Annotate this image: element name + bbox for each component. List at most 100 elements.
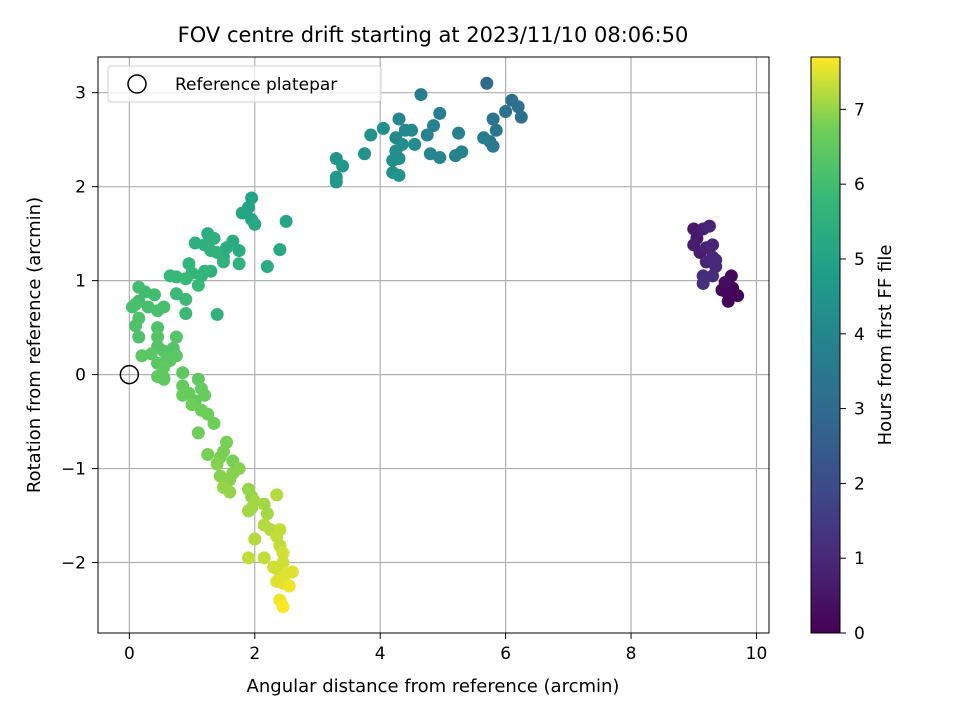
data-point: [486, 112, 500, 126]
data-point: [223, 485, 237, 499]
data-point: [480, 76, 494, 90]
data-point: [336, 159, 350, 173]
data-point: [706, 269, 720, 283]
colorbar-tick-label: 4: [854, 325, 865, 345]
data-point: [151, 304, 165, 318]
data-point: [151, 330, 165, 344]
data-point: [232, 257, 246, 271]
data-point: [329, 175, 343, 189]
data-points: [125, 76, 745, 614]
data-point: [169, 330, 183, 344]
data-point: [718, 276, 732, 290]
data-point: [405, 123, 419, 137]
data-point: [191, 278, 205, 292]
data-point: [276, 600, 290, 614]
data-point: [248, 217, 262, 231]
data-point: [216, 255, 230, 269]
data-point: [207, 416, 221, 430]
colorbar-tick-label: 3: [854, 400, 865, 420]
colorbar-tick-label: 6: [854, 175, 865, 195]
data-point: [242, 504, 256, 518]
data-point: [273, 243, 287, 257]
data-point: [433, 106, 447, 120]
x-axis-label: Angular distance from reference (arcmin): [247, 676, 620, 697]
colorbar-tick-label: 7: [854, 100, 865, 120]
y-axis-label: Rotation from reference (arcmin): [24, 197, 45, 493]
data-point: [210, 307, 224, 321]
data-point: [448, 149, 462, 163]
legend-box: [107, 65, 382, 103]
data-point: [185, 398, 199, 412]
data-point: [477, 131, 491, 145]
data-point: [157, 370, 171, 384]
data-point: [511, 100, 525, 114]
data-point: [242, 551, 256, 565]
data-point: [210, 245, 224, 259]
x-axis-ticks: 0 2 4 6 8 10: [124, 633, 767, 664]
legend: Reference platepar: [107, 65, 382, 103]
y-tick-label: 3: [75, 84, 86, 104]
data-point: [235, 206, 249, 220]
data-point: [364, 128, 378, 142]
data-point: [702, 219, 716, 233]
data-point: [191, 426, 205, 440]
data-point: [248, 532, 262, 546]
data-point: [414, 88, 428, 102]
data-point: [260, 260, 274, 274]
colorbar-tick-label: 2: [854, 474, 865, 494]
data-point: [179, 307, 193, 321]
data-point: [135, 349, 149, 363]
data-point: [499, 104, 513, 118]
data-point: [392, 112, 406, 126]
legend-marker-icon: [127, 74, 147, 94]
grid-lines: [98, 57, 769, 633]
data-point: [132, 330, 146, 344]
data-point: [358, 147, 372, 161]
colorbar: 0 1 2 3 4 5 6 7 Hours from first FF file: [810, 56, 896, 644]
reference-platepar-marker: [119, 364, 140, 385]
data-point: [210, 457, 224, 471]
data-point: [279, 214, 293, 228]
data-point: [731, 289, 745, 303]
data-point: [270, 574, 284, 588]
x-tick-label: 6: [500, 644, 511, 664]
data-point: [282, 579, 296, 593]
data-point: [257, 551, 271, 565]
data-point: [147, 288, 161, 302]
colorbar-tick-label: 0: [854, 624, 865, 644]
y-tick-label: 0: [75, 366, 86, 386]
data-point: [198, 388, 212, 402]
x-tick-label: 8: [626, 644, 637, 664]
data-point: [386, 153, 400, 167]
colorbar-ticks: 0 1 2 3 4 5 6 7: [840, 100, 865, 644]
colorbar-tick-label: 1: [854, 549, 865, 569]
data-point: [270, 488, 284, 502]
data-point: [420, 128, 434, 142]
data-point: [201, 407, 215, 421]
chart-title: FOV centre drift starting at 2023/11/10 …: [178, 23, 689, 47]
data-point: [232, 244, 246, 258]
data-point: [285, 565, 299, 579]
plot-frame: [97, 56, 770, 634]
data-point: [260, 507, 274, 521]
data-point: [188, 236, 202, 250]
data-point: [169, 287, 183, 301]
legend-label: Reference platepar: [175, 75, 337, 95]
data-point: [125, 300, 139, 314]
data-point: [709, 253, 723, 267]
y-tick-label: 1: [75, 272, 86, 292]
x-tick-label: 0: [124, 644, 135, 664]
data-point: [408, 137, 422, 151]
y-tick-label: −2: [61, 554, 86, 574]
colorbar-label: Hours from first FF file: [875, 245, 896, 446]
data-point: [423, 147, 437, 161]
data-point: [452, 126, 466, 140]
data-point: [427, 119, 440, 133]
data-point: [176, 366, 190, 380]
data-point: [696, 276, 710, 290]
data-point: [706, 238, 720, 252]
data-point: [376, 121, 390, 135]
data-point: [179, 292, 193, 306]
data-point: [201, 447, 215, 461]
data-point: [176, 388, 190, 402]
